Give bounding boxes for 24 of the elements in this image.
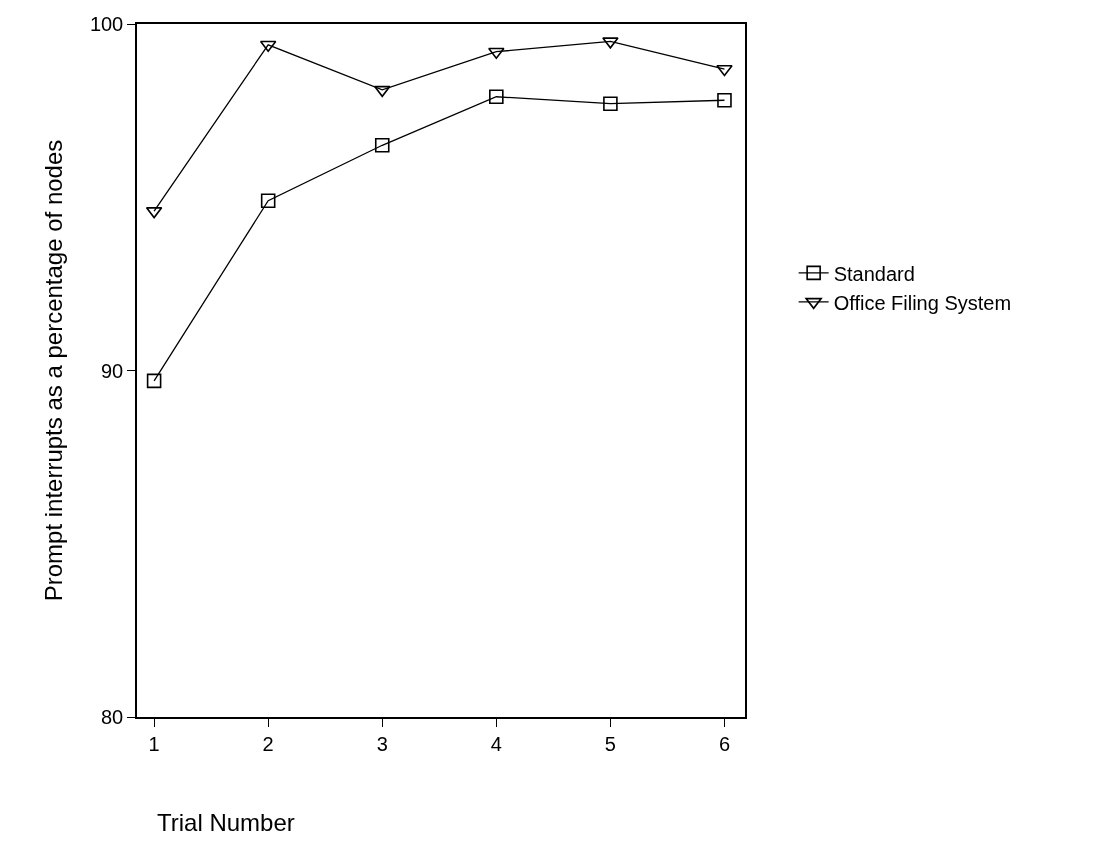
point: [602, 37, 619, 49]
y-axis-title: Prompt interrupts as a percentage of nodes: [40, 139, 68, 602]
x-tick-label: 5: [604, 732, 616, 755]
x-tick-label: 3: [376, 732, 388, 755]
point: [717, 92, 732, 108]
point: [146, 373, 162, 389]
y-tick-label: 80: [101, 706, 124, 728]
x-axis-title: Trial Number: [157, 809, 295, 836]
x-tick-label: 2: [262, 732, 274, 755]
legend-label: Standard: [833, 262, 915, 285]
x-tick-label: 4: [490, 732, 502, 755]
y-tick-label: 90: [101, 359, 124, 382]
point: [716, 65, 733, 77]
point: [260, 193, 276, 209]
point: [259, 40, 277, 53]
point: [374, 137, 390, 153]
point: [373, 85, 391, 98]
y-tick-label: 100: [89, 13, 124, 35]
point: [488, 47, 505, 60]
point: [489, 89, 504, 105]
point: [603, 96, 618, 111]
legend-label: Office Filing System: [833, 291, 1012, 314]
x-tick-label: 6: [718, 732, 731, 755]
x-tick-label: 1: [148, 732, 160, 755]
